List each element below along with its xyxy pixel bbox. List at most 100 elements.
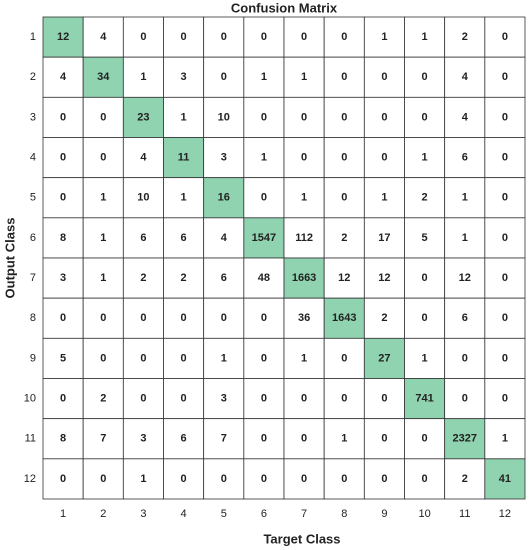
cell-value: 0 (502, 352, 508, 364)
cell (243, 56, 285, 98)
cell-value: 0 (181, 473, 187, 485)
cell-value: 0 (341, 473, 347, 485)
cell (484, 297, 526, 339)
cell-value: 0 (422, 473, 428, 485)
cell-value: 1 (181, 192, 187, 204)
cell-value: 0 (140, 392, 146, 404)
cell (163, 217, 205, 259)
cell-value: 12 (338, 272, 350, 284)
cell-value: 0 (100, 352, 106, 364)
x-tick-label: 1 (60, 508, 66, 520)
cell (404, 217, 446, 259)
cell-value: 0 (60, 473, 66, 485)
cell-value: 0 (60, 111, 66, 123)
cell (484, 16, 526, 58)
cell-value: 27 (378, 352, 390, 364)
cell-value: 2 (462, 31, 468, 43)
cell-value: 0 (301, 111, 307, 123)
cell-value: 48 (258, 272, 270, 284)
cell-value: 6 (462, 312, 468, 324)
cell (163, 297, 205, 339)
cell (363, 257, 405, 299)
cell-value: 8 (60, 433, 66, 445)
cell-value: 0 (181, 352, 187, 364)
cell-value: 741 (415, 392, 433, 404)
cell (82, 257, 124, 299)
cell-value: 0 (261, 433, 267, 445)
cell (122, 16, 164, 58)
cell (122, 458, 164, 500)
cell-value: 0 (341, 111, 347, 123)
cell-value: 0 (502, 312, 508, 324)
cell-value: 0 (502, 111, 508, 123)
cell (42, 217, 84, 259)
cell (42, 177, 84, 219)
cell (283, 257, 325, 299)
cell-value: 0 (502, 71, 508, 83)
cell (203, 177, 245, 219)
cell (163, 418, 205, 460)
x-tick-label: 12 (499, 508, 511, 520)
chart-title: Confusion Matrix (231, 0, 338, 15)
cell-value: 1 (381, 192, 387, 204)
x-tick-label: 10 (418, 508, 430, 520)
cell-value: 1547 (252, 232, 276, 244)
cell-value: 12 (57, 31, 69, 43)
cell (323, 56, 365, 98)
cell-value: 0 (60, 392, 66, 404)
cell (163, 96, 205, 138)
y-tick-label: 1 (30, 31, 36, 43)
cell-value: 10 (218, 111, 230, 123)
cell (444, 337, 486, 379)
cell-value: 5 (60, 352, 66, 364)
cell-value: 2 (341, 232, 347, 244)
cell-value: 1 (100, 192, 106, 204)
cell (404, 56, 446, 98)
cell-value: 1 (301, 192, 307, 204)
cell-value: 16 (218, 192, 230, 204)
cell-value: 0 (261, 111, 267, 123)
cell-value: 0 (502, 31, 508, 43)
cell (42, 137, 84, 179)
cell-value: 0 (381, 71, 387, 83)
cell (122, 137, 164, 179)
x-tick-label: 8 (341, 508, 347, 520)
cell-value: 6 (140, 232, 146, 244)
cell-value: 0 (261, 192, 267, 204)
cell (122, 96, 164, 138)
cell-value: 0 (140, 352, 146, 364)
cell-value: 0 (301, 31, 307, 43)
cell-value: 1 (462, 192, 468, 204)
x-tick-label: 7 (301, 508, 307, 520)
cell (243, 137, 285, 179)
cell (444, 137, 486, 179)
x-tick-label: 2 (100, 508, 106, 520)
cell-value: 12 (378, 272, 390, 284)
cell-value: 41 (499, 473, 511, 485)
cell-value: 1 (341, 433, 347, 445)
cell-value: 0 (462, 352, 468, 364)
cell (122, 297, 164, 339)
cell (484, 56, 526, 98)
cell-value: 1 (502, 433, 508, 445)
cell (363, 56, 405, 98)
cell-value: 0 (341, 31, 347, 43)
cell-value: 0 (181, 312, 187, 324)
cell-value: 0 (60, 312, 66, 324)
cell-value: 0 (341, 392, 347, 404)
cell-value: 0 (341, 71, 347, 83)
cell (243, 177, 285, 219)
cell (42, 16, 84, 58)
cell-value: 0 (261, 352, 267, 364)
cell-value: 0 (100, 312, 106, 324)
cell-value: 0 (140, 31, 146, 43)
y-tick-label: 5 (30, 192, 36, 204)
cell (283, 418, 325, 460)
cell (203, 378, 245, 420)
cell-value: 34 (97, 71, 110, 83)
cell (323, 418, 365, 460)
cell (163, 56, 205, 98)
cell-value: 23 (137, 111, 149, 123)
cell (363, 418, 405, 460)
